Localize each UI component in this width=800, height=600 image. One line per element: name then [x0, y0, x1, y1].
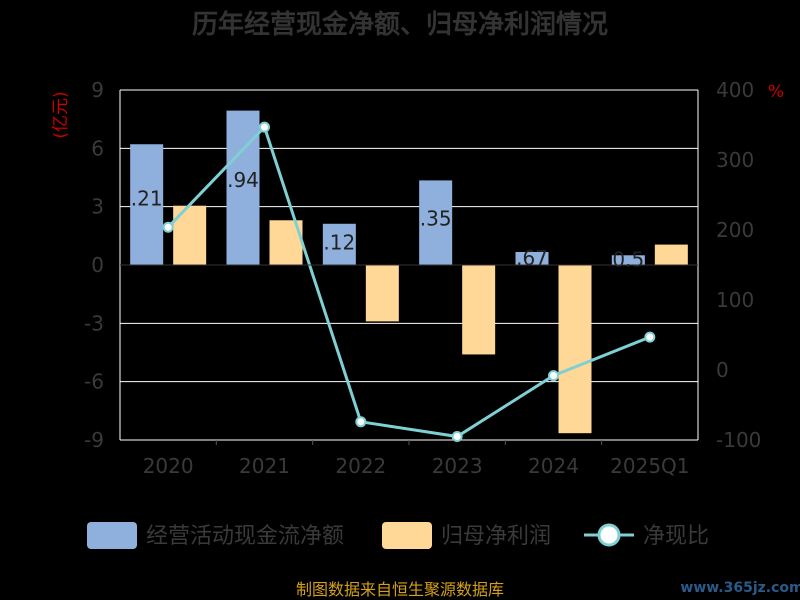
legend-label-ratio: 净现比 [643, 524, 709, 549]
bar-profit [365, 265, 399, 322]
ratio-point [259, 121, 270, 133]
data-label-cashflow: 0.5 [612, 248, 644, 272]
bar-profit [173, 205, 207, 265]
ratio-point [162, 221, 174, 233]
x-tick-label: 2020 [143, 454, 194, 478]
bar-profit [558, 265, 592, 434]
legend: 经营活动现金流净额 归母净利润 净现比 [87, 522, 709, 549]
data-label-cashflow: .67 [516, 246, 548, 270]
axis-labels-group: 9 6 3 0 -3 -6 -9 400 300 200 100 0 -100 2020 2021 2022 2… [84, 78, 761, 478]
data-label-cashflow: .94 [227, 168, 259, 192]
legend-swatch-profit [382, 522, 432, 549]
left-tick-label: 6 [91, 136, 104, 160]
bar-cashflow [515, 251, 549, 265]
right-tick-label: 0 [716, 358, 729, 382]
bar-profit [654, 244, 688, 265]
ratio-point [548, 370, 559, 382]
chart-title: 历年经营现金净额、归母净利润情况 [192, 9, 608, 40]
right-tick-label: 100 [716, 288, 754, 312]
left-tick-label: -6 [84, 370, 104, 394]
left-tick-label: -9 [84, 428, 104, 452]
bar-cashflow [419, 180, 453, 265]
x-tick-label: 2025Q1 [610, 454, 689, 478]
x-tick-label: 2021 [239, 454, 290, 478]
ratio-point [644, 331, 656, 343]
bar-cashflow [611, 255, 645, 265]
left-tick-label: 9 [91, 78, 104, 102]
left-axis-unit: (亿元) [51, 91, 71, 138]
right-axis-unit: % [768, 82, 784, 102]
legend-label-cashflow: 经营活动现金流净额 [146, 524, 344, 549]
x-tick-label: 2022 [335, 454, 386, 478]
ratio-point [355, 416, 367, 428]
bar-cashflow [130, 144, 164, 265]
watermark: www.365jz.com [680, 580, 800, 596]
bars-group [130, 110, 688, 434]
right-tick-label: 300 [716, 148, 754, 172]
left-tick-label: 0 [91, 253, 104, 277]
x-tick-label: 2024 [528, 454, 579, 478]
data-label-cashflow: .35 [420, 206, 452, 230]
source-note: 制图数据来自恒生聚源数据库 [296, 580, 504, 599]
bar-cashflow [322, 223, 356, 265]
left-tick-label: -3 [84, 311, 104, 335]
legend-swatch-ratio-marker [597, 523, 621, 547]
left-tick-label: 3 [91, 195, 104, 219]
ratio-point [451, 431, 463, 442]
data-label-cashflow: .21 [131, 187, 163, 211]
right-tick-label: -100 [716, 428, 761, 452]
ratio-line-group [162, 121, 656, 442]
x-tick-label: 2023 [432, 454, 483, 478]
ratio-line [167, 124, 651, 439]
legend-swatch-cashflow [87, 522, 137, 549]
legend-label-profit: 归母净利润 [441, 524, 551, 549]
data-labels-group: .21 .94 .12 .35 .67 0.5 [131, 168, 644, 272]
right-tick-label: 200 [716, 218, 754, 242]
bar-profit [462, 265, 496, 355]
data-label-cashflow: .12 [323, 230, 355, 254]
right-tick-label: 400 [716, 78, 754, 102]
